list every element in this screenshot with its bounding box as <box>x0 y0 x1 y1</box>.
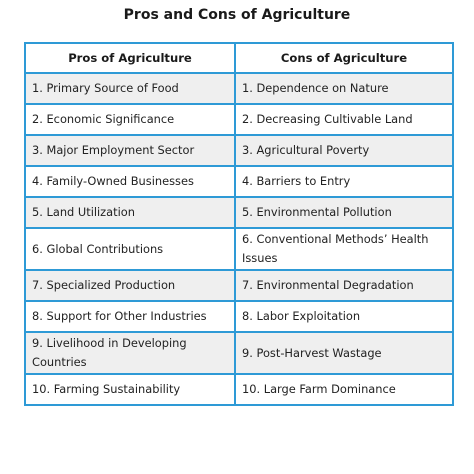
con-cell: 9. Post-Harvest Wastage <box>234 331 454 375</box>
pro-cell: 2. Economic Significance <box>24 103 236 136</box>
table-row: 2. Economic Significance 2. Decreasing C… <box>24 103 454 136</box>
pro-cell: 7. Specialized Production <box>24 269 236 302</box>
con-cell: 1. Dependence on Nature <box>234 72 454 105</box>
table-row: 7. Specialized Production 7. Environment… <box>24 269 454 302</box>
con-cell: 2. Decreasing Cultivable Land <box>234 103 454 136</box>
con-cell: 3. Agricultural Poverty <box>234 134 454 167</box>
pro-cell: 5. Land Utilization <box>24 196 236 229</box>
pro-cell: 8. Support for Other Industries <box>24 300 236 333</box>
header-pros: Pros of Agriculture <box>24 42 236 74</box>
table-row: 1. Primary Source of Food 1. Dependence … <box>24 72 454 105</box>
con-cell: 10. Large Farm Dominance <box>234 373 454 406</box>
table-row: 4. Family-Owned Businesses 4. Barriers t… <box>24 165 454 198</box>
table-row: 8. Support for Other Industries 8. Labor… <box>24 300 454 333</box>
con-cell: 6. Conventional Methods’ Health Issues <box>234 227 454 271</box>
con-cell: 4. Barriers to Entry <box>234 165 454 198</box>
page-title: Pros and Cons of Agriculture <box>123 7 351 23</box>
table-row: 9. Livelihood in Developing Countries 9.… <box>24 331 454 375</box>
table-row: 10. Farming Sustainability 10. Large Far… <box>24 373 454 406</box>
con-cell: 8. Labor Exploitation <box>234 300 454 333</box>
header-row: Pros of Agriculture Cons of Agriculture <box>24 42 454 74</box>
con-cell: 5. Environmental Pollution <box>234 196 454 229</box>
pro-cell: 10. Farming Sustainability <box>24 373 236 406</box>
pro-cell: 3. Major Employment Sector <box>24 134 236 167</box>
pro-cell: 9. Livelihood in Developing Countries <box>24 331 236 375</box>
table-row: 6. Global Contributions 6. Conventional … <box>24 227 454 271</box>
pro-cell: 4. Family-Owned Businesses <box>24 165 236 198</box>
table-row: 5. Land Utilization 5. Environmental Pol… <box>24 196 454 229</box>
con-cell: 7. Environmental Degradation <box>234 269 454 302</box>
header-cons: Cons of Agriculture <box>234 42 454 74</box>
pros-cons-table: Pros of Agriculture Cons of Agriculture … <box>24 42 454 406</box>
pro-cell: 1. Primary Source of Food <box>24 72 236 105</box>
pro-cell: 6. Global Contributions <box>24 227 236 271</box>
table-row: 3. Major Employment Sector 3. Agricultur… <box>24 134 454 167</box>
